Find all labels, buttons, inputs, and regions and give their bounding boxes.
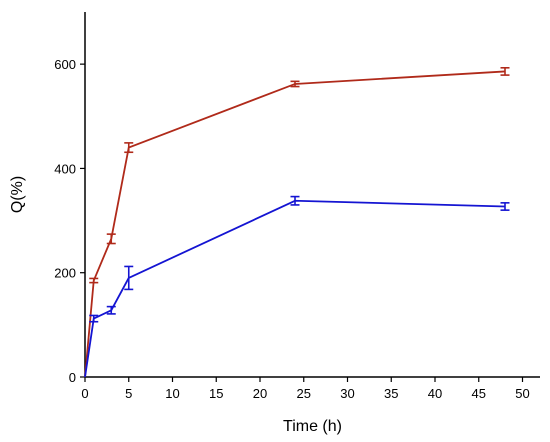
error-bar xyxy=(124,265,134,291)
error-bar xyxy=(500,66,510,76)
x-tick-label: 5 xyxy=(125,386,132,401)
error-bar xyxy=(290,195,300,206)
y-tick-label: 400 xyxy=(54,161,76,176)
x-tick-label: 15 xyxy=(209,386,223,401)
series-1-line xyxy=(84,70,506,378)
ticks: 0 5 10 15 20 25 30 35 40 45 50 0 200 400 600 xyxy=(54,57,529,401)
x-tick-label: 40 xyxy=(428,386,442,401)
error-bar xyxy=(89,277,99,284)
x-tick-label: 25 xyxy=(297,386,311,401)
error-bar xyxy=(106,233,116,245)
error-bar xyxy=(106,305,116,315)
x-tick-label: 0 xyxy=(81,386,88,401)
x-tick-label: 20 xyxy=(253,386,267,401)
y-axis-label: Q(%) xyxy=(9,176,26,213)
x-tick-label: 35 xyxy=(384,386,398,401)
x-tick-label: 50 xyxy=(515,386,529,401)
y-tick-label: 200 xyxy=(54,266,76,281)
series-2 xyxy=(84,195,510,378)
x-tick-label: 30 xyxy=(340,386,354,401)
series-2-line xyxy=(84,199,506,378)
axes xyxy=(84,12,540,378)
error-bar xyxy=(290,80,300,88)
y-tick-label: 0 xyxy=(69,370,76,385)
x-tick-label: 10 xyxy=(165,386,179,401)
error-bar xyxy=(500,202,510,211)
series-layer xyxy=(84,66,510,378)
series-1 xyxy=(84,66,510,378)
error-bar xyxy=(89,314,99,323)
x-tick-label: 45 xyxy=(472,386,486,401)
x-axis-label: Time (h) xyxy=(283,418,342,435)
error-bar xyxy=(124,142,134,154)
y-tick-label: 600 xyxy=(54,57,76,72)
